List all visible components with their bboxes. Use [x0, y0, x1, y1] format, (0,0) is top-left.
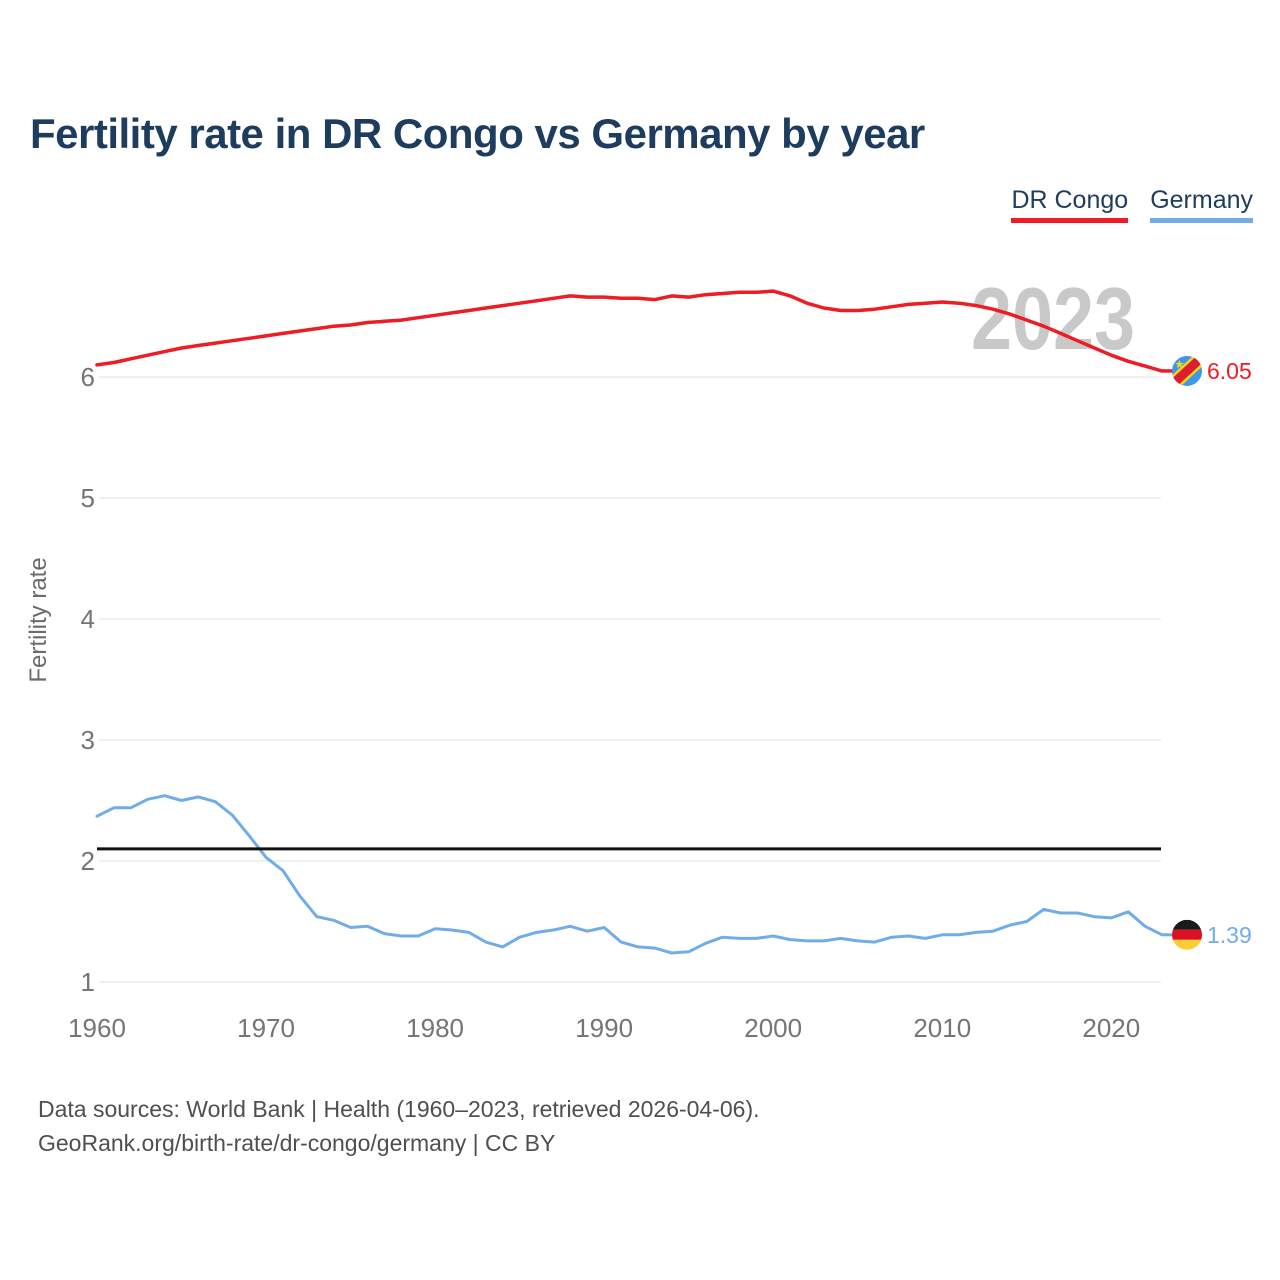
end-value-label: 6.05 — [1207, 358, 1252, 384]
legend: DR Congo Germany — [1011, 186, 1253, 223]
x-tick-label: 2010 — [913, 1013, 971, 1043]
x-tick-label: 1970 — [237, 1013, 295, 1043]
y-tick-label: 5 — [81, 483, 95, 513]
dr-congo-flag-icon — [1172, 355, 1202, 386]
line-germany — [95, 794, 1164, 955]
footer: Data sources: World Bank | Health (1960–… — [38, 1092, 760, 1160]
axis-tick-labels: 1 2 3 4 5 6 1960 1970 1980 1990 2000 2010 2020 — [68, 362, 1140, 1043]
x-tick-label: 2000 — [744, 1013, 802, 1043]
year-watermark: 2023 — [971, 269, 1135, 368]
footer-sources-line: Data sources: World Bank | Health (1960–… — [38, 1096, 760, 1122]
y-tick-label: 2 — [81, 846, 95, 876]
footer-attribution-line: GeoRank.org/birth-rate/dr-congo/germany … — [38, 1130, 556, 1156]
y-tick-label: 6 — [81, 362, 95, 392]
line-dr-congo — [95, 289, 1164, 373]
y-axis-label: Fertility rate — [25, 557, 52, 682]
series-end-markers: 6.05 1.39 — [1162, 355, 1252, 950]
series-lines — [95, 289, 1164, 955]
page-title: Fertility rate in DR Congo vs Germany by… — [30, 110, 925, 157]
end-value-label: 1.39 — [1207, 922, 1252, 948]
x-tick-label: 1960 — [68, 1013, 126, 1043]
germany-flag-icon — [1172, 919, 1202, 950]
legend-item-dr-congo[interactable]: DR Congo — [1011, 186, 1129, 223]
x-tick-label: 1990 — [575, 1013, 633, 1043]
gridlines — [99, 376, 1161, 983]
y-tick-label: 4 — [81, 604, 95, 634]
star-icon — [1175, 359, 1184, 369]
x-tick-label: 2020 — [1082, 1013, 1140, 1043]
y-tick-label: 3 — [81, 725, 95, 755]
x-tick-label: 1980 — [406, 1013, 464, 1043]
y-tick-label: 1 — [81, 967, 95, 997]
legend-item-germany[interactable]: Germany — [1150, 186, 1253, 223]
